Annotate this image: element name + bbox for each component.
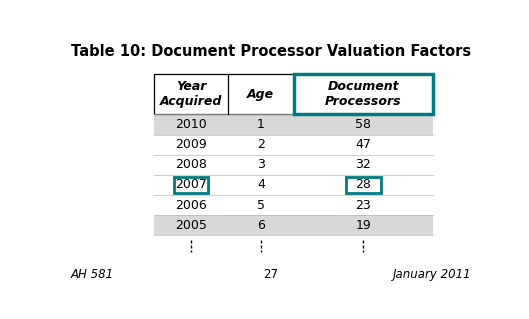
Text: 5: 5	[257, 198, 265, 211]
Text: 2006: 2006	[175, 198, 207, 211]
Text: 2009: 2009	[175, 138, 207, 151]
Text: 2010: 2010	[175, 118, 207, 131]
Text: 23: 23	[355, 198, 371, 211]
Text: 28: 28	[355, 178, 371, 191]
Bar	[154, 115, 433, 135]
Text: 6: 6	[257, 219, 265, 232]
Text: January 2011: January 2011	[394, 268, 472, 281]
Text: 2007: 2007	[175, 178, 207, 191]
Text: Document
Processors: Document Processors	[325, 80, 402, 108]
Text: 19: 19	[355, 219, 371, 232]
Bar	[154, 215, 433, 235]
Text: 3: 3	[257, 158, 265, 171]
Bar	[154, 74, 294, 115]
Text: 2: 2	[257, 138, 265, 151]
Text: 1: 1	[257, 118, 265, 131]
Text: Table 10: Document Processor Valuation Factors: Table 10: Document Processor Valuation F…	[71, 44, 471, 59]
Text: AH 581: AH 581	[70, 268, 113, 281]
Text: Age: Age	[247, 88, 275, 101]
Text: 47: 47	[355, 138, 371, 151]
Text: Year
Acquired: Year Acquired	[160, 80, 222, 108]
Bar	[346, 177, 380, 193]
Text: 27: 27	[263, 268, 279, 281]
Text: 4: 4	[257, 178, 265, 191]
Text: 2005: 2005	[175, 219, 207, 232]
Text: 2008: 2008	[175, 158, 207, 171]
Bar	[174, 177, 208, 193]
Text: 58: 58	[355, 118, 371, 131]
Text: 32: 32	[355, 158, 371, 171]
Bar	[294, 74, 433, 115]
